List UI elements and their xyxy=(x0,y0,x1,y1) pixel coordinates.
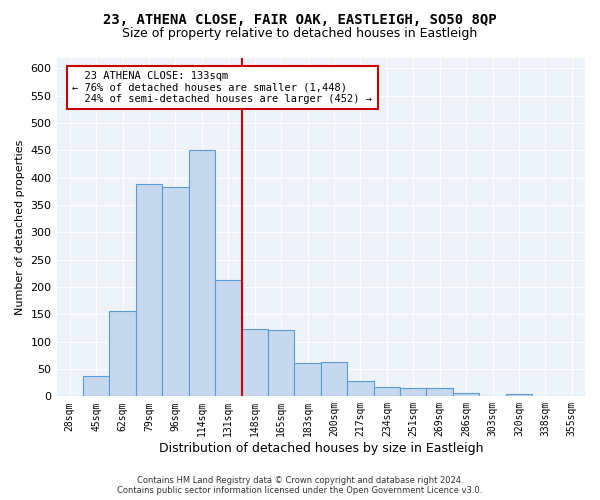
Text: Contains HM Land Registry data © Crown copyright and database right 2024.
Contai: Contains HM Land Registry data © Crown c… xyxy=(118,476,482,495)
Text: 23, ATHENA CLOSE, FAIR OAK, EASTLEIGH, SO50 8QP: 23, ATHENA CLOSE, FAIR OAK, EASTLEIGH, S… xyxy=(103,12,497,26)
Bar xyxy=(347,381,374,396)
Bar xyxy=(215,280,242,396)
Bar xyxy=(427,388,453,396)
Bar xyxy=(374,387,400,396)
Bar xyxy=(109,310,136,396)
Bar xyxy=(136,184,162,396)
Bar xyxy=(400,388,427,396)
Bar xyxy=(295,363,321,396)
Bar xyxy=(453,392,479,396)
Bar xyxy=(162,187,188,396)
Bar xyxy=(321,362,347,396)
Bar xyxy=(83,376,109,396)
X-axis label: Distribution of detached houses by size in Eastleigh: Distribution of detached houses by size … xyxy=(158,442,483,455)
Bar xyxy=(242,329,268,396)
Bar xyxy=(506,394,532,396)
Text: 23 ATHENA CLOSE: 133sqm
← 76% of detached houses are smaller (1,448)
  24% of se: 23 ATHENA CLOSE: 133sqm ← 76% of detache… xyxy=(73,71,373,104)
Bar xyxy=(268,330,295,396)
Text: Size of property relative to detached houses in Eastleigh: Size of property relative to detached ho… xyxy=(122,28,478,40)
Bar xyxy=(188,150,215,396)
Y-axis label: Number of detached properties: Number of detached properties xyxy=(15,139,25,314)
